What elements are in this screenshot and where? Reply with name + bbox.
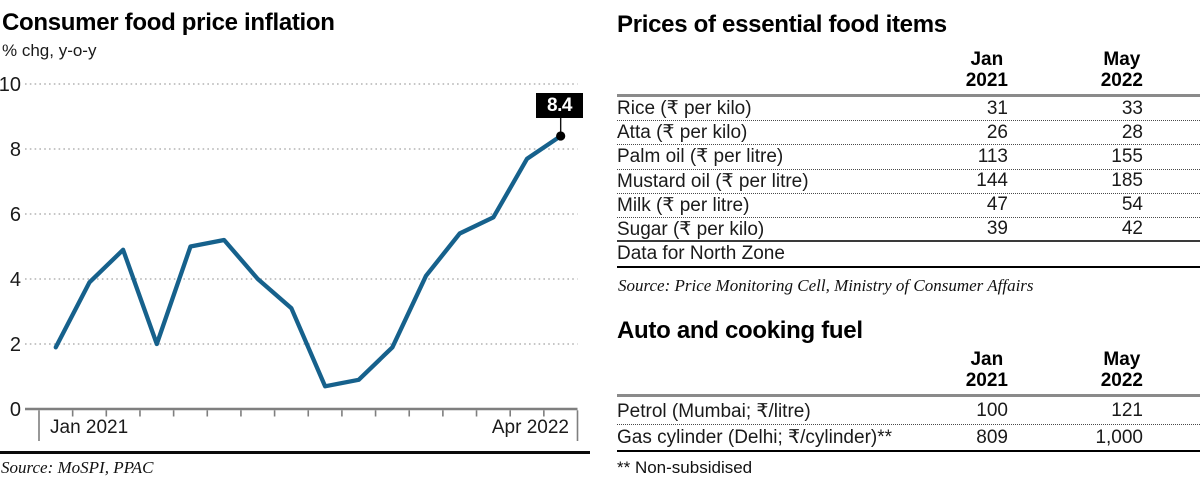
- food-table-source: Source: Price Monitoring Cell, Ministry …: [618, 276, 1034, 295]
- x-axis-label-start: Jan 2021: [50, 417, 129, 438]
- may-2022-value: 1,000: [1095, 426, 1143, 448]
- chart-unit-label: % chg, y-o-y: [2, 41, 97, 60]
- fuel-table-title: Auto and cooking fuel: [617, 317, 863, 344]
- jan-2021-value: 144: [976, 170, 1008, 192]
- chart-title: Consumer food price inflation: [2, 9, 335, 36]
- column-header-may-2022: May 2022: [1100, 49, 1143, 91]
- table-row: Mustard oil (₹ per litre) 144 185: [617, 170, 1200, 194]
- table-row: Rice (₹ per kilo) 31 33: [617, 97, 1200, 122]
- table-row: Palm oil (₹ per litre) 113 155: [617, 145, 1200, 170]
- row-label: Atta (₹ per kilo): [617, 122, 748, 144]
- jan-2021-value: 100: [976, 400, 1008, 421]
- may-2022-value: 42: [1121, 218, 1143, 240]
- fuel-table-rows: Petrol (Mumbai; ₹/litre) 100 121 Gas cyl…: [617, 398, 1200, 452]
- table-row: Atta (₹ per kilo) 26 28: [617, 121, 1200, 146]
- end-value-badge: 8.4: [536, 93, 583, 118]
- end-point-dot: [556, 131, 566, 141]
- table-row: Sugar (₹ per kilo) 39 42: [617, 218, 1200, 243]
- inflation-line-chart: 0 2 4 6 8 10: [0, 74, 579, 441]
- inflation-line: [53, 133, 563, 389]
- y-tick-label: 10: [0, 74, 21, 96]
- column-header-may-2022: May 2022: [1100, 349, 1143, 391]
- row-label: Palm oil (₹ per litre): [617, 146, 784, 168]
- may-2022-value: 33: [1121, 97, 1143, 119]
- y-tick-label: 0: [10, 399, 21, 421]
- jan-2021-value: 26: [986, 121, 1008, 143]
- chart-source: Source: MoSPI, PPAC: [1, 458, 154, 477]
- row-label: Rice (₹ per kilo): [617, 98, 752, 120]
- jan-2021-value: 809: [976, 426, 1008, 448]
- row-label: Sugar (₹ per kilo): [617, 218, 765, 240]
- may-2022-value: 155: [1111, 145, 1143, 167]
- footnote: ** Non-subsidised: [617, 458, 753, 477]
- may-2022-value: 121: [1111, 400, 1143, 421]
- may-2022-value: 185: [1111, 170, 1143, 192]
- column-header-jan-2021: Jan 2021: [965, 349, 1008, 391]
- y-tick-label: 2: [10, 334, 21, 356]
- food-table-title: Prices of essential food items: [617, 11, 947, 38]
- jan-2021-value: 31: [986, 97, 1008, 119]
- jan-2021-value: 39: [986, 218, 1008, 240]
- column-header-jan-2021: Jan 2021: [965, 49, 1008, 91]
- fuel-table-header: Jan 2021 May 2022: [617, 349, 1200, 397]
- x-axis-label-end: Apr 2022: [491, 417, 569, 438]
- jan-2021-value: 47: [986, 194, 1008, 216]
- y-tick-label: 4: [10, 269, 21, 291]
- row-label: Milk (₹ per litre): [617, 194, 750, 216]
- table-row: Gas cylinder (Delhi; ₹/cylinder)** 809 1…: [617, 425, 1200, 452]
- food-table-header: Jan 2021 May 2022: [617, 48, 1200, 97]
- row-label: Gas cylinder (Delhi; ₹/cylinder)**: [617, 427, 893, 448]
- y-tick-label: 6: [10, 204, 21, 226]
- row-label: Petrol (Mumbai; ₹/litre): [617, 400, 811, 422]
- y-tick-label: 8: [10, 139, 21, 161]
- table-row: Petrol (Mumbai; ₹/litre) 100 121: [617, 398, 1200, 425]
- may-2022-value: 28: [1121, 121, 1143, 143]
- food-table-rows: Rice (₹ per kilo) 31 33 Atta (₹ per kilo…: [617, 97, 1200, 243]
- jan-2021-value: 113: [977, 145, 1008, 167]
- row-label: Mustard oil (₹ per litre): [617, 170, 809, 192]
- table-row: Milk (₹ per litre) 47 54: [617, 194, 1200, 218]
- table-note: Data for North Zone: [617, 242, 1200, 268]
- may-2022-value: 54: [1121, 194, 1143, 216]
- bottom-rule: [0, 451, 590, 454]
